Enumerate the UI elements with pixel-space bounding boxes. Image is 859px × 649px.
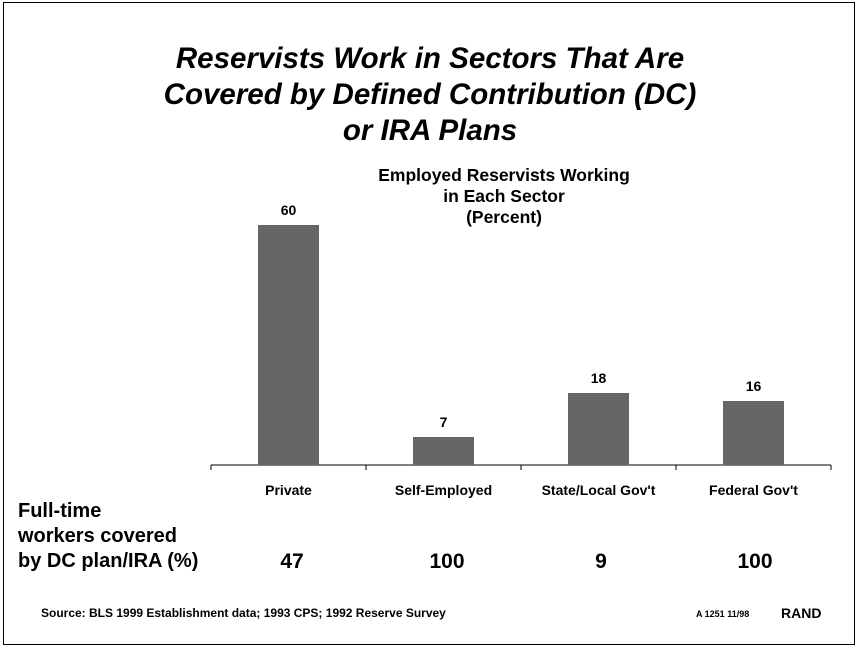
category-label: Self-Employed <box>395 482 492 498</box>
chart-title-line: in Each Sector <box>443 186 565 206</box>
coverage-label-line: workers covered <box>18 525 177 547</box>
slide-title: Reservists Work in Sectors That Are Cove… <box>4 41 856 149</box>
bar-value-label: 16 <box>746 378 762 394</box>
chart-title-line: Employed Reservists Working <box>378 165 630 185</box>
coverage-value-state-local: 9 <box>595 550 607 573</box>
bar <box>568 393 629 465</box>
coverage-label-line: by DC plan/IRA (%) <box>18 550 199 572</box>
bar-value-label: 18 <box>591 370 607 386</box>
document-id: A 1251 11/98 <box>696 609 750 619</box>
bar <box>258 225 319 465</box>
chart-title: Employed Reservists Working in Each Sect… <box>334 165 674 228</box>
bar <box>413 437 474 465</box>
brand-logo-text: RAND <box>781 605 822 621</box>
category-label: State/Local Gov't <box>542 482 656 498</box>
title-line: Reservists Work in Sectors That Are <box>175 42 685 75</box>
bar-chart: 60 Private 7 Self-Employed 18 State/Local Gov… <box>210 202 832 498</box>
coverage-value-private: 47 <box>280 550 304 573</box>
slide: Reservists Work in Sectors That Are Cove… <box>3 2 855 645</box>
category-label: Federal Gov't <box>709 482 798 498</box>
title-line: Covered by Defined Contribution (DC) <box>163 78 697 111</box>
bar-value-label: 7 <box>440 414 448 430</box>
coverage-value-federal: 100 <box>737 550 773 573</box>
coverage-row-label: Full-time workers covered by DC plan/IRA… <box>18 499 198 574</box>
chart-title-line: (Percent) <box>466 207 542 227</box>
title-line: or IRA Plans <box>342 114 518 147</box>
coverage-label-line: Full-time <box>18 500 102 522</box>
category-label: Private <box>265 482 312 498</box>
bar <box>723 401 784 465</box>
bar-value-label: 60 <box>281 202 297 218</box>
source-note: Source: BLS 1999 Establishment data; 199… <box>41 606 446 620</box>
coverage-value-self-employed: 100 <box>429 550 465 573</box>
